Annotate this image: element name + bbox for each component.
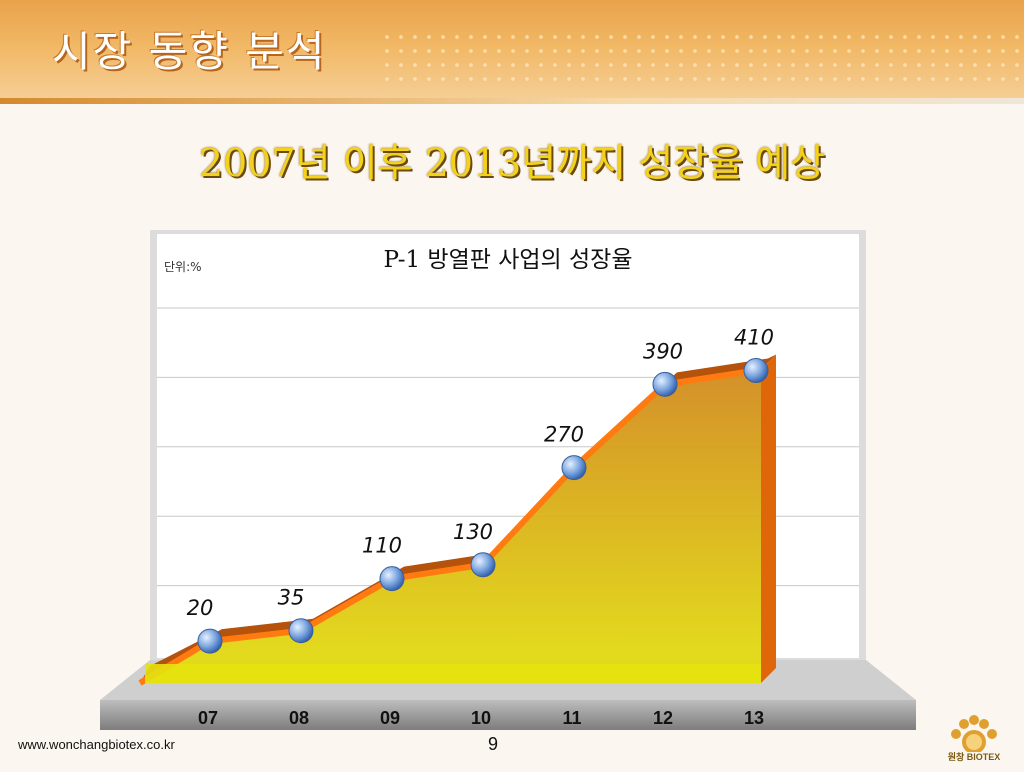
data-label: 35 (278, 586, 305, 610)
data-point-marker (743, 357, 769, 383)
x-tick-label: 12 (653, 708, 673, 728)
data-label: 270 (544, 423, 584, 447)
logo-text: 원창 BIOTEX (947, 752, 1001, 762)
series-area (140, 369, 761, 683)
footer-url[interactable]: www.wonchangbiotex.co.kr (18, 737, 175, 752)
data-point-marker (470, 552, 496, 578)
company-logo: 원창 BIOTEX (934, 712, 1014, 766)
page-number: 9 (487, 734, 498, 754)
slide-subtitle: 2007년 이후 2013년까지 성장율 예상 (198, 141, 826, 185)
data-label: 20 (187, 596, 214, 620)
x-tick-label: 11 (562, 708, 581, 728)
data-point-marker (288, 618, 314, 644)
x-tick-label: 08 (289, 708, 309, 728)
logo-sun-icon (951, 715, 997, 754)
data-label: 410 (734, 325, 774, 349)
x-tick-label: 07 (198, 708, 218, 728)
x-tick-label: 10 (471, 708, 491, 728)
x-tick-label: 09 (380, 708, 400, 728)
slide-title: 시장 동향 분석 (52, 27, 327, 76)
header-band (0, 0, 1024, 104)
data-point-marker (197, 628, 223, 654)
series-side (761, 354, 776, 683)
x-tick-label: 13 (744, 708, 764, 728)
data-point-marker (379, 566, 405, 592)
header-dot-pattern (380, 30, 1020, 90)
chart-floor (100, 700, 916, 730)
data-label: 110 (362, 534, 402, 558)
data-point-marker (561, 455, 587, 481)
data-label: 130 (453, 520, 493, 544)
unit-label: 단위:% (164, 260, 202, 274)
data-label: 390 (643, 339, 683, 363)
chart-title: P-1 방열판 사업의 성장율 (384, 247, 633, 273)
series-base (145, 664, 761, 683)
data-point-marker (652, 371, 678, 397)
